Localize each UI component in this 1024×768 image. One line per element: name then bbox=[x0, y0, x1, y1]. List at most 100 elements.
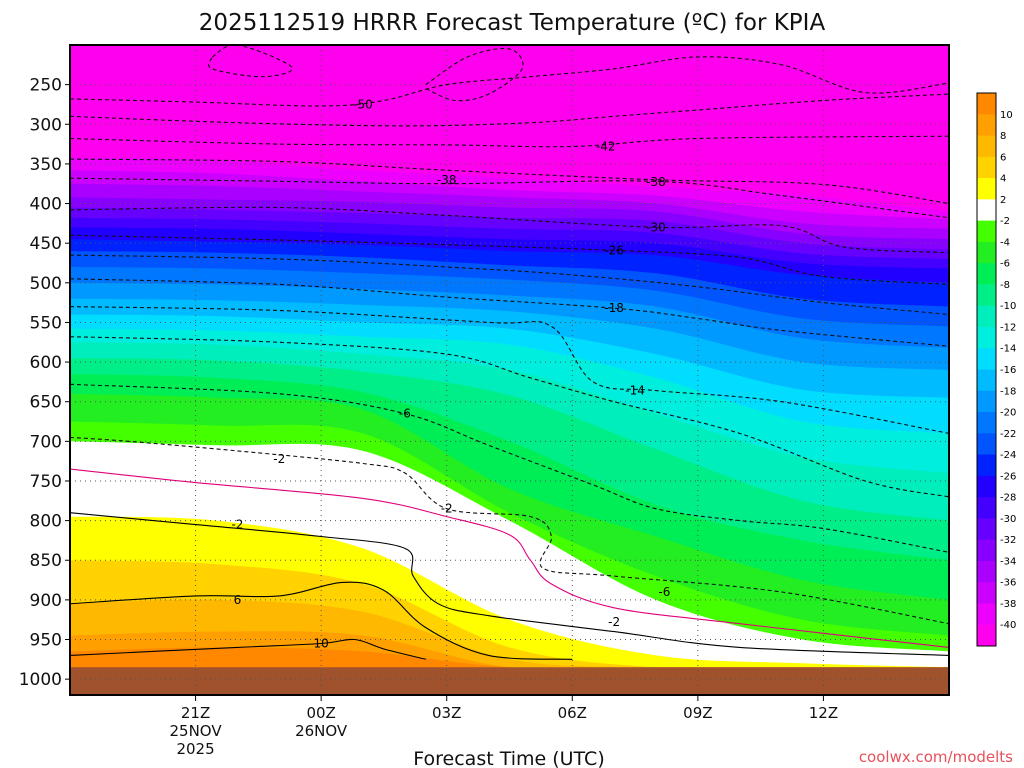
y-tick-label: 700 bbox=[30, 432, 62, 452]
colorbar-swatch bbox=[977, 93, 996, 115]
colorbar-frame bbox=[976, 92, 997, 647]
colorbar-tick-label: -38 bbox=[1000, 599, 1016, 610]
contour-line--2 bbox=[70, 436, 949, 625]
contour-label: -30 bbox=[646, 220, 666, 234]
colorbar-swatch bbox=[977, 518, 996, 541]
contour-line--42 bbox=[70, 135, 949, 148]
chart-title: 2025112519 HRRR Forecast Temperature (ºC… bbox=[199, 10, 826, 36]
colorbar-swatch bbox=[977, 603, 996, 626]
colorbar-swatch bbox=[977, 390, 996, 413]
contour-line--26 bbox=[70, 234, 949, 285]
contour-line-10 bbox=[70, 638, 426, 660]
contour-label: -26 bbox=[604, 243, 624, 257]
contour-line--54 bbox=[425, 47, 524, 102]
x-tick-label: 12Z bbox=[809, 704, 838, 722]
x-tick-label: 09Z bbox=[683, 704, 712, 722]
colorbar-tick-label: -10 bbox=[1000, 301, 1016, 312]
colorbar-swatch bbox=[977, 114, 996, 137]
colorbar-tick-label: -20 bbox=[1000, 408, 1016, 419]
colorbar-swatch bbox=[977, 305, 996, 328]
credit-link[interactable]: coolwx.com/modelts bbox=[859, 748, 1013, 766]
colorbar-swatch bbox=[977, 199, 996, 222]
contour-line--46 bbox=[70, 93, 949, 127]
y-tick-label: 450 bbox=[30, 234, 62, 254]
colorbar-swatch bbox=[977, 433, 996, 456]
contour-line--34 bbox=[70, 177, 949, 219]
colorbar-tick-label: -6 bbox=[1000, 259, 1010, 270]
colorbar-tick-label: 2 bbox=[1000, 195, 1006, 206]
contour-label: -2 bbox=[231, 518, 243, 532]
colorbar-tick-label: -16 bbox=[1000, 365, 1016, 376]
x-tick-label: 03Z bbox=[432, 704, 461, 722]
colorbar-tick-label: -32 bbox=[1000, 535, 1016, 546]
colorbar-swatch bbox=[977, 348, 996, 370]
colorbar-tick-label: -40 bbox=[1000, 620, 1016, 631]
contour-line--30 bbox=[70, 206, 949, 254]
contour-label: -2 bbox=[273, 452, 285, 466]
contour-line--22 bbox=[70, 254, 949, 316]
colorbar-tick-label: 8 bbox=[1000, 131, 1006, 142]
y-tick-label: 800 bbox=[30, 512, 62, 532]
contour-line-2 bbox=[70, 512, 949, 656]
contour-label: -50 bbox=[353, 97, 373, 111]
colorbar-tick-label: -36 bbox=[1000, 578, 1016, 589]
x-tick-label: 25NOV bbox=[170, 722, 223, 740]
contour-line-6 bbox=[70, 581, 573, 660]
colorbar-tick-label: -14 bbox=[1000, 344, 1016, 355]
y-tick-label: 850 bbox=[30, 551, 62, 571]
y-tick-label: 400 bbox=[30, 195, 62, 215]
contour-line--50 bbox=[70, 56, 949, 107]
y-tick-label: 500 bbox=[30, 274, 62, 294]
contour-label: -6 bbox=[658, 585, 670, 599]
y-tick-label: 650 bbox=[30, 393, 62, 413]
x-axis-label: Forecast Time (UTC) bbox=[413, 748, 604, 768]
colorbar-tick-label: -34 bbox=[1000, 556, 1016, 567]
colorbar-tick-label: -26 bbox=[1000, 471, 1016, 482]
colorbar-tick-label: -2 bbox=[1000, 216, 1010, 227]
y-tick-label: 900 bbox=[30, 591, 62, 611]
contour-label: -2 bbox=[441, 502, 453, 516]
y-tick-label: 250 bbox=[30, 76, 62, 96]
y-tick-label: 350 bbox=[30, 155, 62, 175]
colorbar-tick-label: -30 bbox=[1000, 514, 1016, 525]
contour-line--14 bbox=[70, 306, 949, 434]
colorbar-swatch bbox=[977, 497, 996, 519]
y-tick-label: 300 bbox=[30, 115, 62, 135]
colorbar-tick-label: -28 bbox=[1000, 493, 1016, 504]
contour-line--10 bbox=[70, 336, 949, 498]
contour-label: -2 bbox=[608, 615, 620, 629]
colorbar-tick-label: -24 bbox=[1000, 450, 1016, 461]
contour-label: -42 bbox=[596, 139, 616, 153]
colorbar-swatch bbox=[977, 326, 996, 349]
contour-line-0 bbox=[70, 468, 949, 648]
contour-line--6 bbox=[70, 383, 949, 553]
contour-label: 10 bbox=[314, 636, 329, 650]
x-tick-label: 06Z bbox=[558, 704, 587, 722]
ground-below-surface bbox=[70, 667, 949, 695]
contour-label: -14 bbox=[625, 384, 645, 398]
colorbar-swatch bbox=[977, 263, 996, 285]
colorbar-tick-label: -8 bbox=[1000, 280, 1010, 291]
colorbar-tick-label: -18 bbox=[1000, 386, 1016, 397]
contour-line--54 bbox=[208, 45, 293, 78]
y-tick-label: 1000 bbox=[19, 670, 62, 690]
x-tick-label: 00Z bbox=[306, 704, 335, 722]
contour-label: -6 bbox=[399, 407, 411, 421]
contour-label: -18 bbox=[604, 301, 624, 315]
colorbar-tick-label: 6 bbox=[1000, 152, 1006, 163]
colorbar-swatch bbox=[977, 369, 996, 392]
colorbar-swatch bbox=[977, 624, 996, 647]
colorbar-swatch bbox=[977, 284, 996, 307]
colorbar-swatch bbox=[977, 241, 996, 264]
colorbar-swatch bbox=[977, 539, 996, 562]
colorbar-tick-label: -22 bbox=[1000, 429, 1016, 440]
colorbar-swatch bbox=[977, 135, 996, 158]
colorbar-tick-label: 4 bbox=[1000, 174, 1006, 185]
y-tick-label: 550 bbox=[30, 313, 62, 333]
colorbar-swatch bbox=[977, 156, 996, 179]
colorbar-swatch bbox=[977, 412, 996, 434]
contour-label: -38 bbox=[646, 175, 666, 189]
